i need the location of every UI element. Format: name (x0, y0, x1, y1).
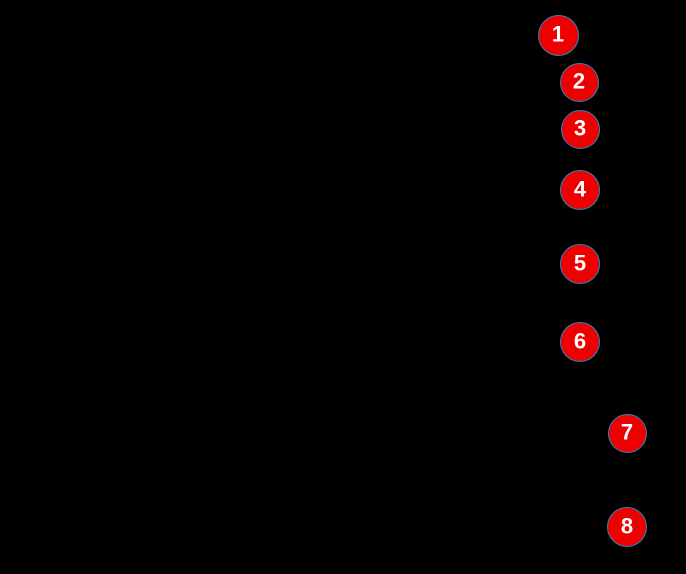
som-mark-label: 1 (551, 21, 565, 47)
som-mark-label: 4 (573, 176, 587, 202)
som-mark-1[interactable]: 1 (537, 14, 579, 56)
som-mark-4[interactable]: 4 (560, 170, 600, 210)
som-mark-8[interactable]: 8 (607, 507, 647, 547)
som-mark-5[interactable]: 5 (560, 244, 600, 284)
som-mark-3[interactable]: 3 (560, 109, 600, 149)
som-mark-label: 5 (573, 250, 587, 276)
som-mark-2[interactable]: 2 (559, 62, 599, 102)
som-mark-label: 6 (573, 328, 587, 354)
som-mark-6[interactable]: 6 (560, 322, 600, 362)
som-mark-label: 3 (573, 115, 587, 141)
som-mark-label: 7 (620, 419, 634, 445)
som-mark-7[interactable]: 7 (607, 413, 647, 453)
som-mark-label: 2 (572, 68, 586, 94)
som-mark-label: 8 (620, 513, 634, 539)
